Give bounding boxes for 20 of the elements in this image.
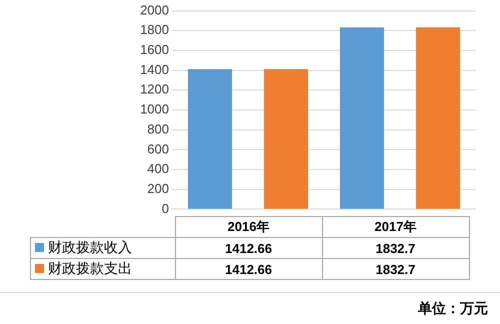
y-tick-label: 1200 xyxy=(140,82,169,97)
y-tick-label: 800 xyxy=(147,121,169,136)
data-label: 1412.66 xyxy=(175,258,322,280)
y-tick-label: 400 xyxy=(147,161,169,176)
data-label: 1832.7 xyxy=(322,238,469,258)
y-tick-label: 2000 xyxy=(140,2,169,18)
legend-label: 财政拨款支出 xyxy=(30,258,175,280)
y-tick-label: 600 xyxy=(147,141,169,156)
y-tick-label: 1400 xyxy=(140,62,169,77)
y-tick-label: 200 xyxy=(147,180,169,196)
y-tick-label: 1000 xyxy=(140,102,169,117)
text: 单位：万元 xyxy=(418,300,488,318)
y-tick-label: 1800 xyxy=(140,22,169,38)
data-label: 1412.66 xyxy=(175,238,322,258)
y-tick-label: 0 xyxy=(162,200,169,216)
y-tick-label: 1600 xyxy=(140,42,169,58)
data-label: 1832.7 xyxy=(322,258,469,280)
x-tick-label: 2016年 xyxy=(175,216,322,238)
x-tick-label: 2017年 xyxy=(322,216,469,238)
legend-label: 财政拨款收入 xyxy=(30,238,175,258)
